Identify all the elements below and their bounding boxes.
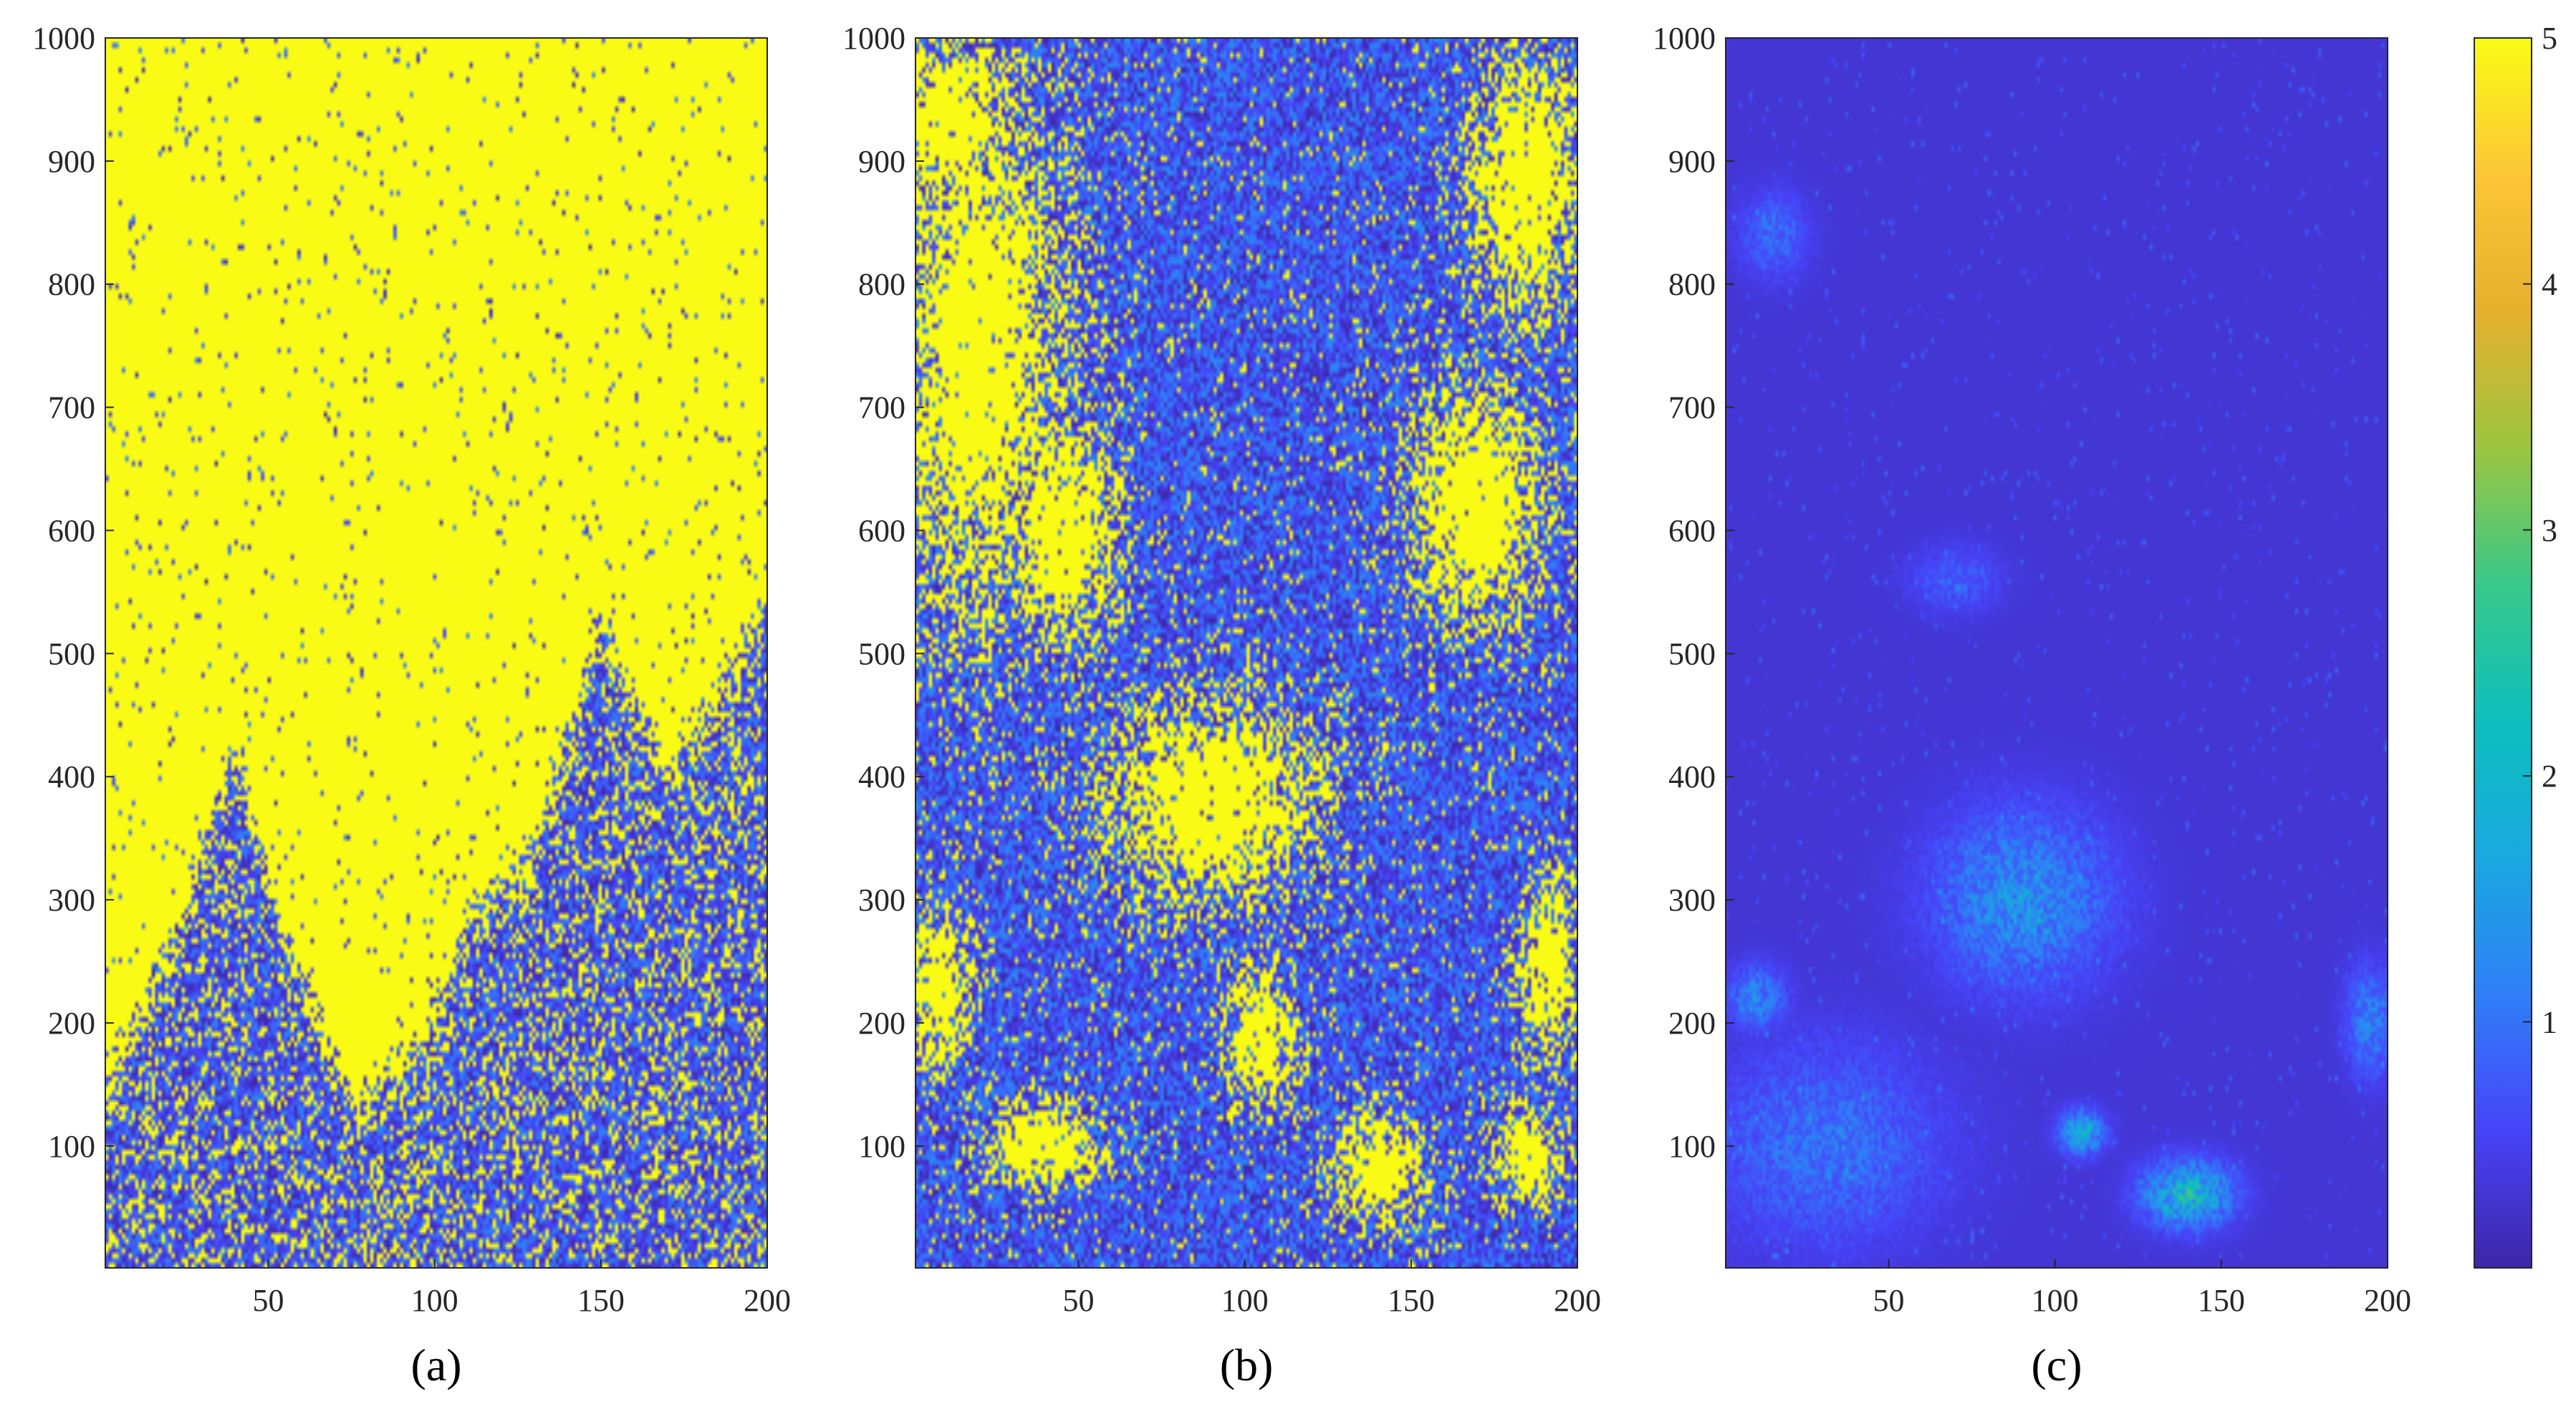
x-tick-label: 50	[1063, 1283, 1095, 1318]
x-tick-label: 50	[1873, 1283, 1905, 1318]
y-ticks-b: 100 200 300 400 500 600 700 800 900 1000	[842, 21, 924, 1164]
y-tick-label: 1000	[842, 21, 905, 56]
x-tick-label: 100	[2032, 1283, 2079, 1318]
y-tick-label: 600	[858, 513, 905, 548]
y-tick-label: 100	[1668, 1129, 1716, 1164]
x-tick-label: 150	[577, 1283, 625, 1318]
y-tick-label: 600	[48, 513, 95, 548]
x-ticks-b: 50 100 150 200	[1063, 1259, 1601, 1318]
y-tick-label: 900	[48, 144, 95, 179]
y-tick-label: 600	[1668, 513, 1716, 548]
y-ticks-c: 100 200 300 400 500 600 700 800 900 1000	[1653, 21, 1734, 1164]
x-tick-label: 50	[253, 1283, 284, 1318]
y-tick-label: 100	[48, 1129, 95, 1164]
panel-label-a: (a)	[410, 1340, 461, 1390]
colorbar-tick-label: 1	[2542, 1005, 2557, 1040]
heatmap-c	[1726, 38, 2388, 1268]
x-tick-label: 150	[2198, 1283, 2245, 1318]
colorbar: 1 2 3 4 5	[2474, 21, 2557, 1269]
x-tick-label: 200	[2364, 1283, 2411, 1318]
y-tick-label: 900	[858, 144, 905, 179]
y-tick-label: 500	[858, 636, 905, 671]
y-tick-label: 500	[48, 636, 95, 671]
y-tick-label: 400	[48, 759, 95, 794]
y-tick-label: 300	[1668, 883, 1716, 918]
y-tick-label: 800	[48, 267, 95, 302]
x-tick-label: 150	[1388, 1283, 1435, 1318]
y-tick-label: 200	[48, 1006, 95, 1041]
panel-b: 50 100 150 200 1002003004005006007008009001…	[842, 21, 1601, 1390]
colorbar-tick-label: 2	[2542, 759, 2557, 794]
heatmap-a	[105, 38, 767, 1268]
colorbar-tick-label: 3	[2542, 513, 2557, 548]
y-tick-label: 700	[48, 390, 95, 425]
heatmap-b	[915, 38, 1577, 1268]
panel-label-b: (b)	[1220, 1340, 1274, 1390]
y-tick-label: 1000	[32, 21, 95, 56]
colorbar-ticks: 1 2 3 4 5	[2523, 21, 2557, 1040]
panel-a: 50 100 150 200 1002003004005006007008009001…	[32, 21, 791, 1390]
panel-label-c: (c)	[2031, 1340, 2082, 1390]
y-tick-label: 200	[858, 1006, 905, 1041]
y-tick-label: 500	[1668, 636, 1716, 671]
y-tick-label: 300	[858, 883, 905, 918]
colorbar-tick-label: 4	[2542, 266, 2557, 302]
y-tick-label: 200	[1668, 1006, 1716, 1041]
y-tick-label: 900	[1668, 144, 1716, 179]
panel-c: 50 100 150 200 1002003004005006007008009001…	[1653, 21, 2411, 1390]
x-ticks-a: 50 100 150 200	[253, 1259, 791, 1318]
y-tick-label: 700	[1668, 390, 1716, 425]
y-ticks-a: 100 200 300 400 500 600 700 800 900 1000	[32, 21, 114, 1164]
y-tick-label: 100	[858, 1129, 905, 1164]
x-tick-label: 200	[744, 1283, 791, 1318]
colorbar-box	[2474, 37, 2532, 1269]
y-tick-label: 1000	[1653, 21, 1716, 56]
x-tick-label: 100	[411, 1283, 458, 1318]
colorbar-tick-label: 5	[2542, 21, 2557, 56]
y-tick-label: 400	[1668, 759, 1716, 794]
y-tick-label: 400	[858, 759, 905, 794]
x-tick-label: 100	[1221, 1283, 1269, 1318]
y-tick-label: 300	[48, 883, 95, 918]
colorbar-gradient	[2474, 38, 2532, 1268]
y-tick-label: 800	[858, 267, 905, 302]
x-ticks-c: 50 100 150 200	[1873, 1259, 2411, 1318]
x-tick-label: 200	[1554, 1283, 1601, 1318]
y-tick-label: 800	[1668, 267, 1716, 302]
y-tick-label: 700	[858, 390, 905, 425]
